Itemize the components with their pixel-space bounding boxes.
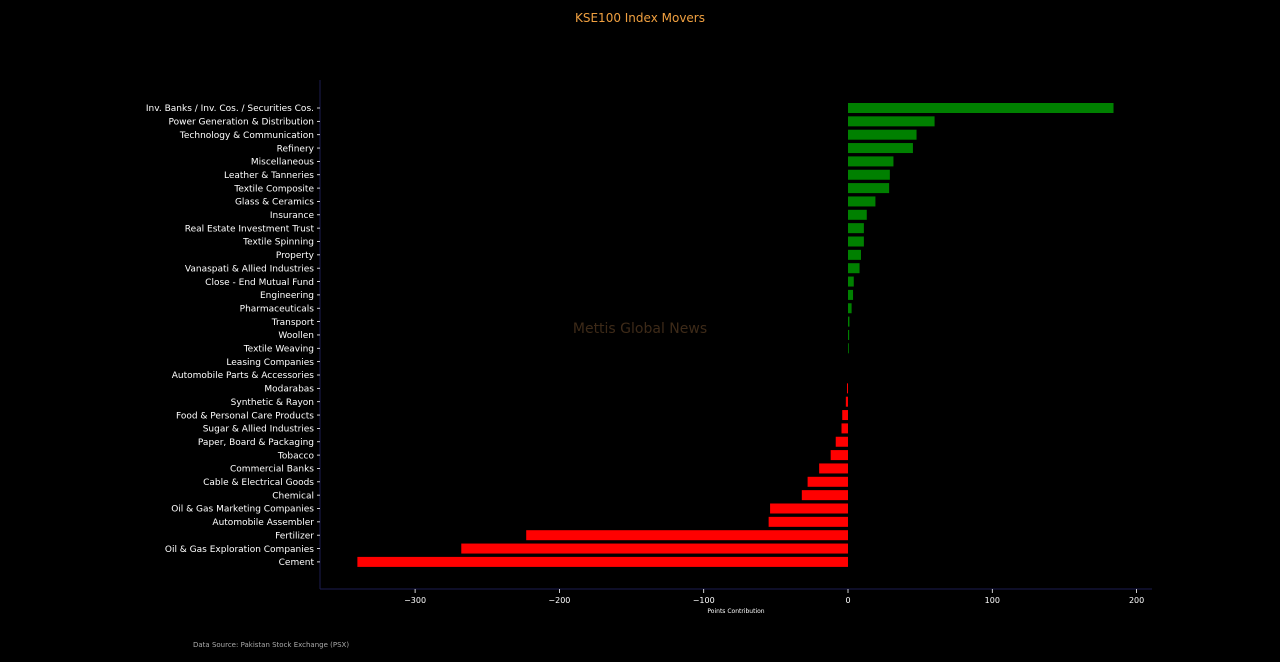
category-label: Engineering xyxy=(260,291,314,301)
chart-title: KSE100 Index Movers xyxy=(574,11,705,25)
category-label: Power Generation & Distribution xyxy=(168,118,314,128)
category-label: Oil & Gas Exploration Companies xyxy=(165,545,314,555)
data-source-note: Data Source: Pakistan Stock Exchange (PS… xyxy=(193,641,350,649)
bar xyxy=(830,450,848,461)
bar xyxy=(848,156,894,167)
bars-layer xyxy=(357,103,1114,567)
bar xyxy=(357,556,848,567)
category-label: Paper, Board & Packaging xyxy=(198,438,314,448)
x-axis-label: Points Contribution xyxy=(707,608,764,615)
category-label: Real Estate Investment Trust xyxy=(185,224,315,234)
category-label: Cement xyxy=(279,558,315,568)
category-label: Woollen xyxy=(278,331,314,341)
category-label: Refinery xyxy=(277,144,315,154)
category-label: Property xyxy=(276,251,315,261)
bar xyxy=(848,183,890,194)
category-label: Pharmaceuticals xyxy=(240,304,315,314)
bar xyxy=(835,436,848,447)
category-label: Textile Composite xyxy=(233,184,314,194)
bar xyxy=(770,503,848,514)
category-label: Technology & Communication xyxy=(179,131,314,141)
category-labels: Inv. Banks / Inv. Cos. / Securities Cos.… xyxy=(146,104,320,568)
bar xyxy=(848,303,852,314)
x-tick-label: 100 xyxy=(985,596,1000,605)
category-label: Leather & Tanneries xyxy=(224,171,314,181)
category-label: Commercial Banks xyxy=(230,465,314,475)
bar xyxy=(841,423,848,434)
bar xyxy=(768,516,848,527)
category-label: Sugar & Allied Industries xyxy=(203,425,315,435)
category-label: Automobile Assembler xyxy=(212,518,314,528)
x-tick-label: −200 xyxy=(548,596,570,605)
category-label: Tobacco xyxy=(277,451,315,461)
axes-layer xyxy=(319,80,1152,590)
x-tick-label: 200 xyxy=(1129,596,1144,605)
bar xyxy=(848,263,860,274)
bar xyxy=(845,396,848,407)
category-label: Textile Weaving xyxy=(243,345,314,355)
bar xyxy=(848,289,854,300)
bar xyxy=(526,530,848,541)
bar xyxy=(848,329,850,340)
category-label: Cable & Electrical Goods xyxy=(203,478,314,488)
category-label: Food & Personal Care Products xyxy=(176,411,314,421)
bar xyxy=(848,209,867,220)
bar xyxy=(848,143,913,154)
category-label: Close - End Mutual Fund xyxy=(205,278,314,288)
bar xyxy=(848,103,1114,113)
bar xyxy=(848,116,935,127)
category-label: Modarabas xyxy=(264,385,314,395)
x-tick-label: −100 xyxy=(693,596,715,605)
x-tick-label: 0 xyxy=(845,596,850,605)
category-label: Glass & Ceramics xyxy=(235,198,314,208)
category-label: Vanaspati & Allied Industries xyxy=(185,264,314,274)
category-label: Fertilizer xyxy=(275,531,314,541)
bar xyxy=(848,276,854,287)
bar xyxy=(848,169,890,180)
bar xyxy=(846,383,848,394)
x-tick-label: −300 xyxy=(404,596,426,605)
category-label: Automobile Parts & Accessories xyxy=(172,371,315,381)
bar xyxy=(848,196,876,207)
bar xyxy=(801,490,848,501)
bar xyxy=(842,410,848,421)
bar xyxy=(848,236,864,247)
watermark-text: Mettis Global News xyxy=(572,321,708,337)
x-axis-ticks: −300 −200 −100 0 100 200 xyxy=(404,589,1144,605)
category-label: Textile Spinning xyxy=(242,238,314,248)
category-label: Leasing Companies xyxy=(226,358,314,368)
category-label: Miscellaneous xyxy=(251,158,314,168)
category-label: Transport xyxy=(271,318,315,328)
category-label: Oil & Gas Marketing Companies xyxy=(171,505,314,515)
bar xyxy=(848,223,864,234)
category-label: Inv. Banks / Inv. Cos. / Securities Cos. xyxy=(146,104,314,114)
bar xyxy=(848,343,849,354)
bar xyxy=(819,463,848,474)
category-label: Insurance xyxy=(270,211,315,221)
bar xyxy=(848,316,850,327)
bar xyxy=(848,129,917,140)
category-label: Synthetic & Rayon xyxy=(231,398,314,408)
bar xyxy=(807,476,848,487)
bar xyxy=(848,249,861,260)
category-label: Chemical xyxy=(272,491,314,501)
bar xyxy=(461,543,848,554)
